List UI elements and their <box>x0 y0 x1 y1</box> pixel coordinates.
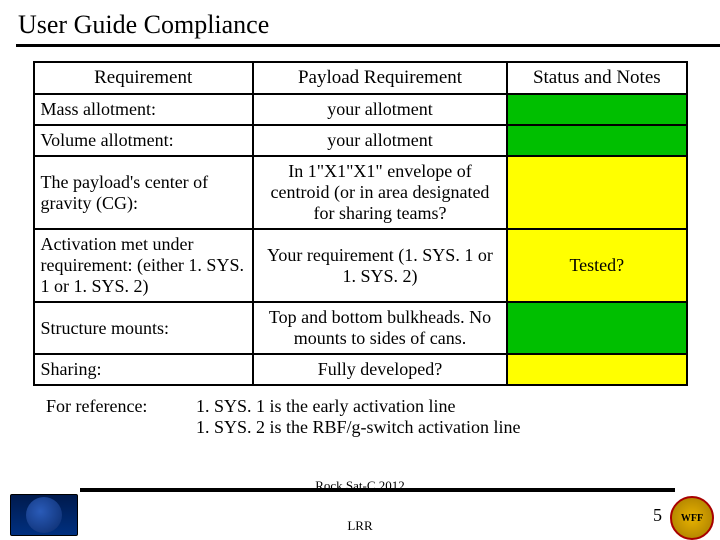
cell-status <box>507 94 686 125</box>
footer: Rock.Sat-C 2012 WFF LRR 5 <box>0 480 720 540</box>
header-requirement: Requirement <box>34 62 253 94</box>
cell-payload: your allotment <box>253 94 507 125</box>
cell-requirement: The payload's center of gravity (CG): <box>34 156 253 229</box>
page-title: User Guide Compliance <box>18 10 702 40</box>
table-row: Sharing:Fully developed? <box>34 354 687 385</box>
footer-subtitle: LRR <box>0 518 720 534</box>
cell-payload: your allotment <box>253 125 507 156</box>
cell-payload: Fully developed? <box>253 354 507 385</box>
cell-requirement: Volume allotment: <box>34 125 253 156</box>
reference-label: For reference: <box>46 396 196 438</box>
cell-status <box>507 156 686 229</box>
table-header-row: Requirement Payload Requirement Status a… <box>34 62 687 94</box>
table-row: Volume allotment:your allotment <box>34 125 687 156</box>
table-row: Activation met under requirement: (eithe… <box>34 229 687 302</box>
cell-payload: Your requirement (1. SYS. 1 or 1. SYS. 2… <box>253 229 507 302</box>
title-rule <box>16 44 720 47</box>
reference-line-1: 1. SYS. 1 is the early activation line <box>196 396 702 417</box>
cell-status <box>507 302 686 354</box>
cell-payload: In 1"X1"X1" envelope of centroid (or in … <box>253 156 507 229</box>
table-row: The payload's center of gravity (CG):In … <box>34 156 687 229</box>
cell-status <box>507 125 686 156</box>
cell-requirement: Structure mounts: <box>34 302 253 354</box>
table-row: Mass allotment:your allotment <box>34 94 687 125</box>
cell-requirement: Sharing: <box>34 354 253 385</box>
cell-requirement: Activation met under requirement: (eithe… <box>34 229 253 302</box>
cell-payload: Top and bottom bulkheads. No mounts to s… <box>253 302 507 354</box>
cell-status: Tested? <box>507 229 686 302</box>
table-row: Structure mounts:Top and bottom bulkhead… <box>34 302 687 354</box>
compliance-table: Requirement Payload Requirement Status a… <box>33 61 688 386</box>
reference-block: For reference: 1. SYS. 1 is the early ac… <box>46 396 702 438</box>
cell-status <box>507 354 686 385</box>
header-status: Status and Notes <box>507 62 686 94</box>
header-payload: Payload Requirement <box>253 62 507 94</box>
page-number: 5 <box>653 505 662 526</box>
footer-rule <box>80 488 675 492</box>
reference-line-2: 1. SYS. 2 is the RBF/g-switch activation… <box>196 417 702 438</box>
cell-requirement: Mass allotment: <box>34 94 253 125</box>
